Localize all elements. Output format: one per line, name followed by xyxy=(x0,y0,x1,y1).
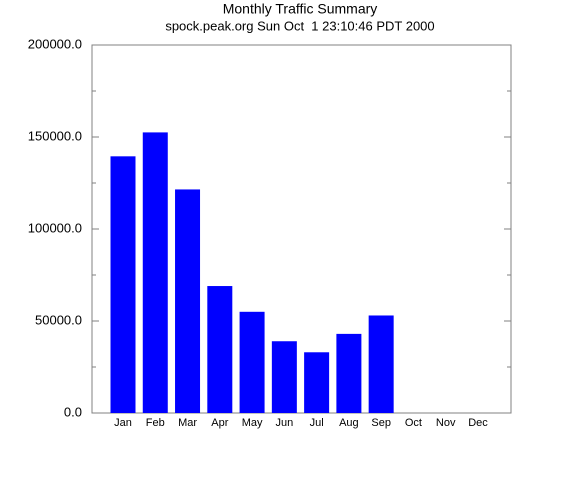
x-tick-label: Sep xyxy=(371,417,391,429)
bar xyxy=(271,341,297,413)
x-tick-label: Jan xyxy=(114,417,132,429)
x-tick-label: May xyxy=(242,417,263,429)
x-tick-label: Jun xyxy=(275,417,293,429)
bar xyxy=(304,352,330,413)
bar xyxy=(368,315,394,413)
x-tick-label: Aug xyxy=(339,417,359,429)
x-tick-label: Dec xyxy=(468,417,488,429)
y-tick-label: 150000.0 xyxy=(28,128,82,143)
chart-subtitle: spock.peak.org Sun Oct 1 23:10:46 PDT 20… xyxy=(165,18,434,33)
bar xyxy=(239,311,265,413)
y-tick-label: 200000.0 xyxy=(28,36,82,51)
x-tick-label: Nov xyxy=(436,417,456,429)
bar xyxy=(336,333,362,413)
x-tick-label: Mar xyxy=(178,417,197,429)
x-tick-label: Oct xyxy=(405,417,422,429)
bar xyxy=(142,132,168,413)
x-tick-label: Apr xyxy=(211,417,228,429)
y-tick-label: 100000.0 xyxy=(28,220,82,235)
chart-title: Monthly Traffic Summary xyxy=(223,1,378,17)
y-tick-label: 50000.0 xyxy=(35,312,82,327)
bar xyxy=(110,156,136,413)
x-tick-label: Jul xyxy=(310,417,324,429)
x-tick-label: Feb xyxy=(146,417,165,429)
y-tick-label: 0.0 xyxy=(64,404,82,419)
bar xyxy=(207,286,233,413)
bar xyxy=(175,189,201,413)
